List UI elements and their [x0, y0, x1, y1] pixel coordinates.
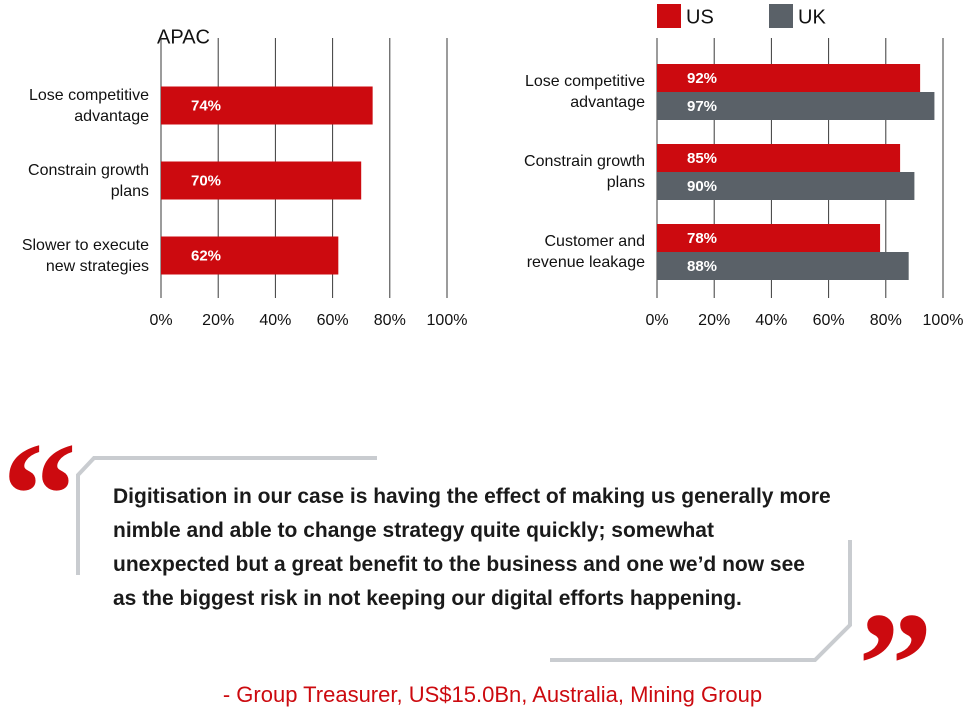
legend-label: US [686, 6, 714, 28]
category-label: Lose competitive advantage [524, 73, 645, 111]
value-label: 62% [191, 247, 221, 264]
x-tick-label: 40% [755, 312, 787, 329]
x-tick-label: 40% [259, 312, 291, 329]
x-tick-label: 80% [870, 312, 902, 329]
legend-swatch [657, 4, 681, 28]
quote-text: Digitisation in our case is having the e… [113, 485, 831, 610]
open-quote-mark: “ [2, 412, 77, 578]
value-label: 92% [687, 70, 717, 87]
x-tick-label: 100% [923, 312, 964, 329]
category-label: Constrain growth plans [524, 153, 645, 191]
bar [657, 172, 915, 200]
bar [161, 86, 373, 125]
category-label: Constrain growth plans [28, 161, 149, 200]
bar [161, 161, 362, 200]
x-tick-label: 20% [202, 312, 234, 329]
x-tick-label: 80% [374, 312, 406, 329]
legend-label: UK [798, 6, 826, 28]
bar [657, 224, 881, 252]
value-label: 78% [687, 230, 717, 247]
x-tick-label: 0% [645, 312, 668, 329]
quote-frame [550, 540, 852, 662]
attribution: - Group Treasurer, US$15.0Bn, Australia,… [222, 682, 763, 707]
bar [161, 236, 339, 275]
category-label: Customer and revenue leakage [526, 233, 645, 271]
category-label: Slower to execute new strategies [21, 236, 149, 275]
quote-frame [76, 456, 377, 575]
x-tick-label: 60% [317, 312, 349, 329]
value-label: 88% [687, 258, 717, 275]
x-tick-label: 100% [427, 312, 468, 329]
x-tick-label: 60% [813, 312, 845, 329]
x-tick-label: 20% [698, 312, 730, 329]
bar [657, 144, 901, 172]
legend-swatch [769, 4, 793, 28]
value-label: 70% [191, 172, 221, 189]
x-tick-label: 0% [149, 312, 172, 329]
value-label: 74% [191, 97, 221, 114]
value-label: 85% [687, 150, 717, 167]
bar [657, 252, 909, 280]
category-label: Lose competitive advantage [28, 86, 149, 125]
value-label: 90% [687, 178, 717, 195]
bar [657, 92, 935, 120]
bar [657, 64, 921, 92]
close-quote-mark: ” [858, 582, 933, 726]
value-label: 97% [687, 98, 717, 115]
chart-title: APAC [157, 26, 210, 48]
